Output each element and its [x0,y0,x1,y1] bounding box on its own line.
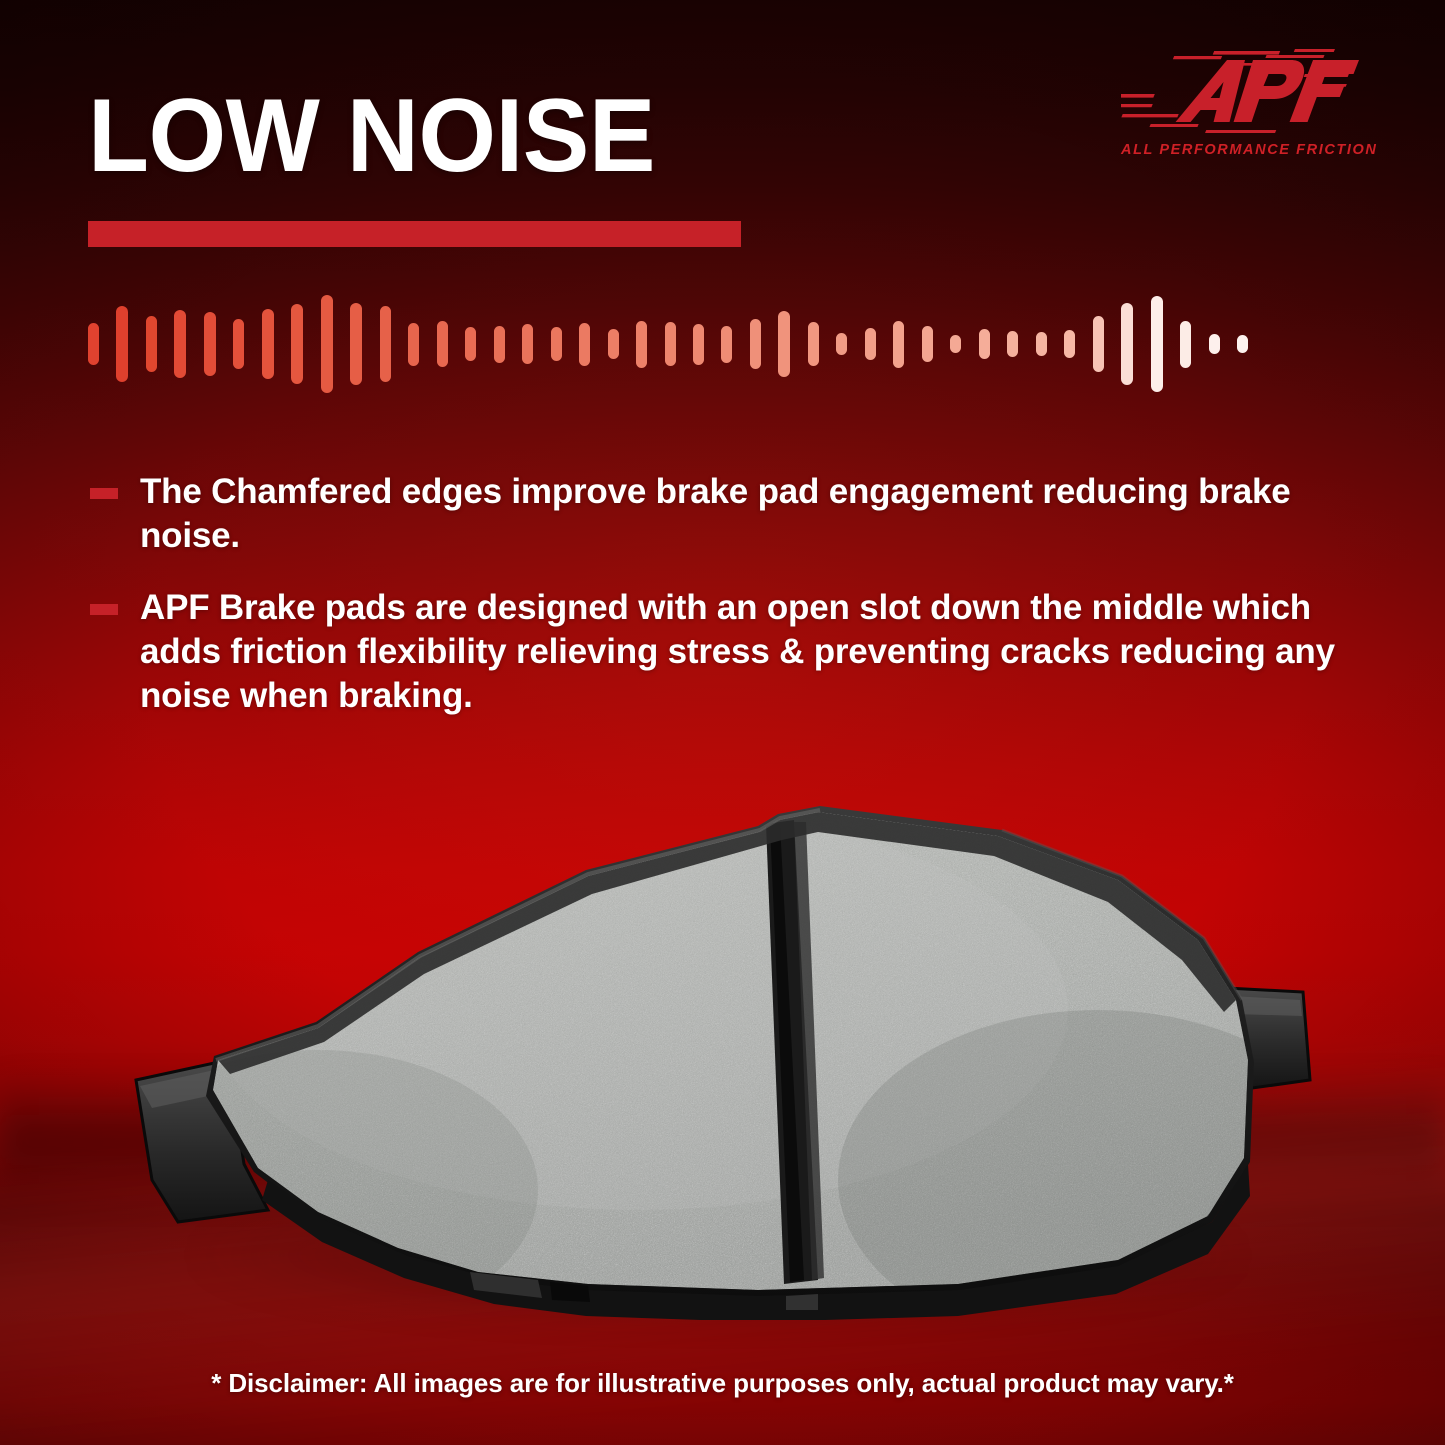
bullet-text: The Chamfered edges improve brake pad en… [140,472,1291,556]
waveform-bar [88,323,99,365]
waveform-bar [749,319,761,369]
waveform-bar [436,321,448,367]
waveform-bar [116,306,129,382]
waveform-bar [261,309,274,379]
waveform-bar [1150,296,1163,392]
dash-bullet-icon [90,488,118,499]
waveform-bar [408,322,420,366]
waveform-bar [778,311,791,377]
disclaimer-text: * Disclaimer: All images are for illustr… [211,1368,1234,1398]
brand-logo: ALL PERFORMANCE FRICTION [1121,44,1378,164]
waveform-bar [320,295,333,393]
title-accent-bar [88,221,741,247]
waveform-bar [1208,334,1220,354]
waveform-bar [522,324,534,364]
dash-bullet-icon [90,604,118,616]
feature-bullet-list: The Chamfered edges improve brake pad en… [88,470,1378,746]
waveform-bar [550,327,562,361]
waveform-bar [692,323,704,365]
list-item: The Chamfered edges improve brake pad en… [88,470,1378,558]
waveform-bar [921,326,933,362]
waveform-bar [950,335,962,353]
waveform-bar [379,306,391,382]
waveform-bar [1121,303,1134,385]
waveform-bar [1064,330,1076,358]
waveform-bar [493,325,505,363]
waveform-bar [836,333,848,355]
waveform-bar [1237,335,1248,353]
audio-waveform-icon [88,290,1248,398]
waveform-bar [579,322,591,366]
apf-speed-wordmark-icon [1121,44,1371,140]
brake-pad-illustration [118,760,1318,1320]
waveform-bar [174,310,187,378]
waveform-bar [664,322,676,366]
waveform-bar [1180,320,1192,368]
waveform-bar [807,322,819,366]
waveform-bar [721,325,733,363]
waveform-bar [203,312,216,376]
waveform-bar [1092,316,1104,372]
waveform-bar [607,329,619,359]
bullet-text: APF Brake pads are designed with an open… [140,588,1335,716]
page-title: LOW NOISE [88,78,655,194]
waveform-bar [1007,331,1019,357]
list-item: APF Brake pads are designed with an open… [88,586,1378,718]
waveform-bar [145,316,157,372]
waveform-bar [465,327,477,361]
brand-tagline: ALL PERFORMANCE FRICTION [1121,142,1378,158]
product-image [118,760,1318,1320]
waveform-bar [978,329,990,359]
waveform-bar [233,319,245,369]
waveform-bar [350,303,363,385]
waveform-bar [636,320,648,368]
waveform-bar [291,304,304,384]
waveform-bar [893,320,905,368]
waveform-bar [864,328,876,360]
waveform-bar [1035,332,1047,356]
